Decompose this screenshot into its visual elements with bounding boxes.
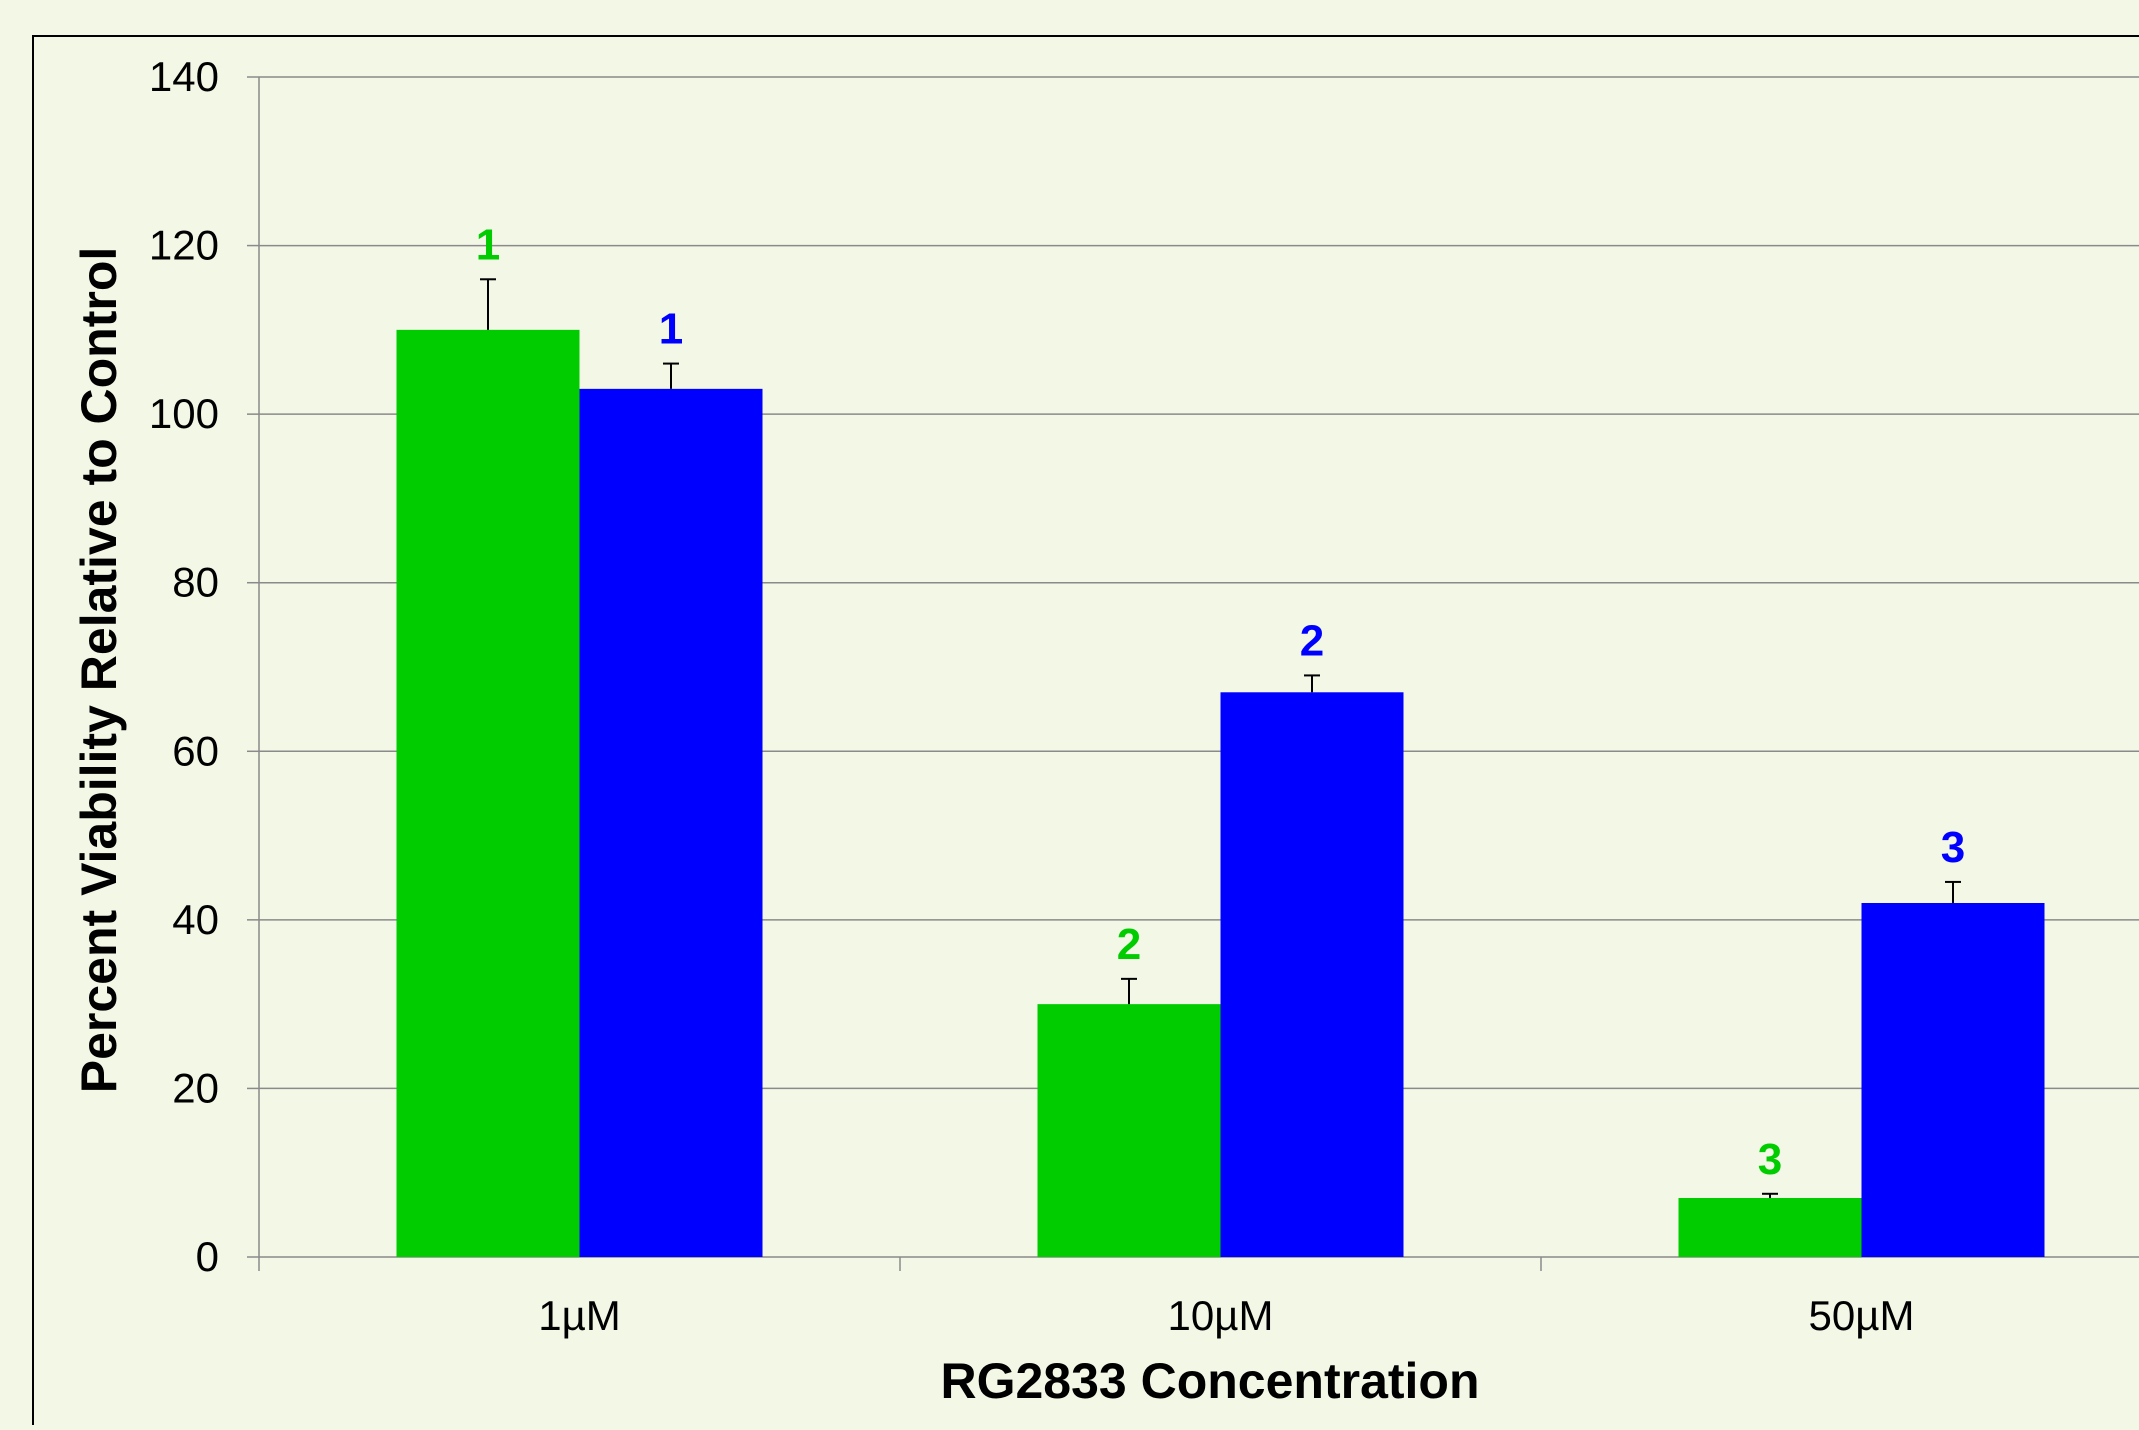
bar <box>579 388 763 1257</box>
y-tick-label: 60 <box>172 727 219 774</box>
data-label: 1 <box>476 220 500 269</box>
y-axis-title: Percent Viability Relative to Control <box>71 247 127 1094</box>
x-tick-label: 10µM <box>1168 1292 1274 1339</box>
y-tick-label: 20 <box>172 1064 219 1111</box>
data-label: 3 <box>1758 1135 1782 1184</box>
x-tick-label: 50µM <box>1809 1292 1915 1339</box>
bar <box>1037 1004 1221 1257</box>
bar <box>396 329 580 1257</box>
x-tick-label: 1µM <box>538 1292 621 1339</box>
data-label: 1 <box>659 305 683 354</box>
x-axis-title: RG2833 Concentration <box>940 1353 1479 1409</box>
y-tick-label: 0 <box>196 1233 219 1280</box>
data-label: 2 <box>1117 920 1141 969</box>
y-tick-label: 140 <box>149 53 219 100</box>
data-label: 2 <box>1300 616 1324 665</box>
data-label: 3 <box>1941 823 1965 872</box>
y-tick-label: 40 <box>172 896 219 943</box>
y-tick-label: 120 <box>149 222 219 269</box>
y-tick-label: 100 <box>149 390 219 437</box>
bar <box>1220 692 1404 1257</box>
y-tick-label: 80 <box>172 559 219 606</box>
bar <box>1861 903 2045 1257</box>
bar <box>1678 1198 1862 1257</box>
